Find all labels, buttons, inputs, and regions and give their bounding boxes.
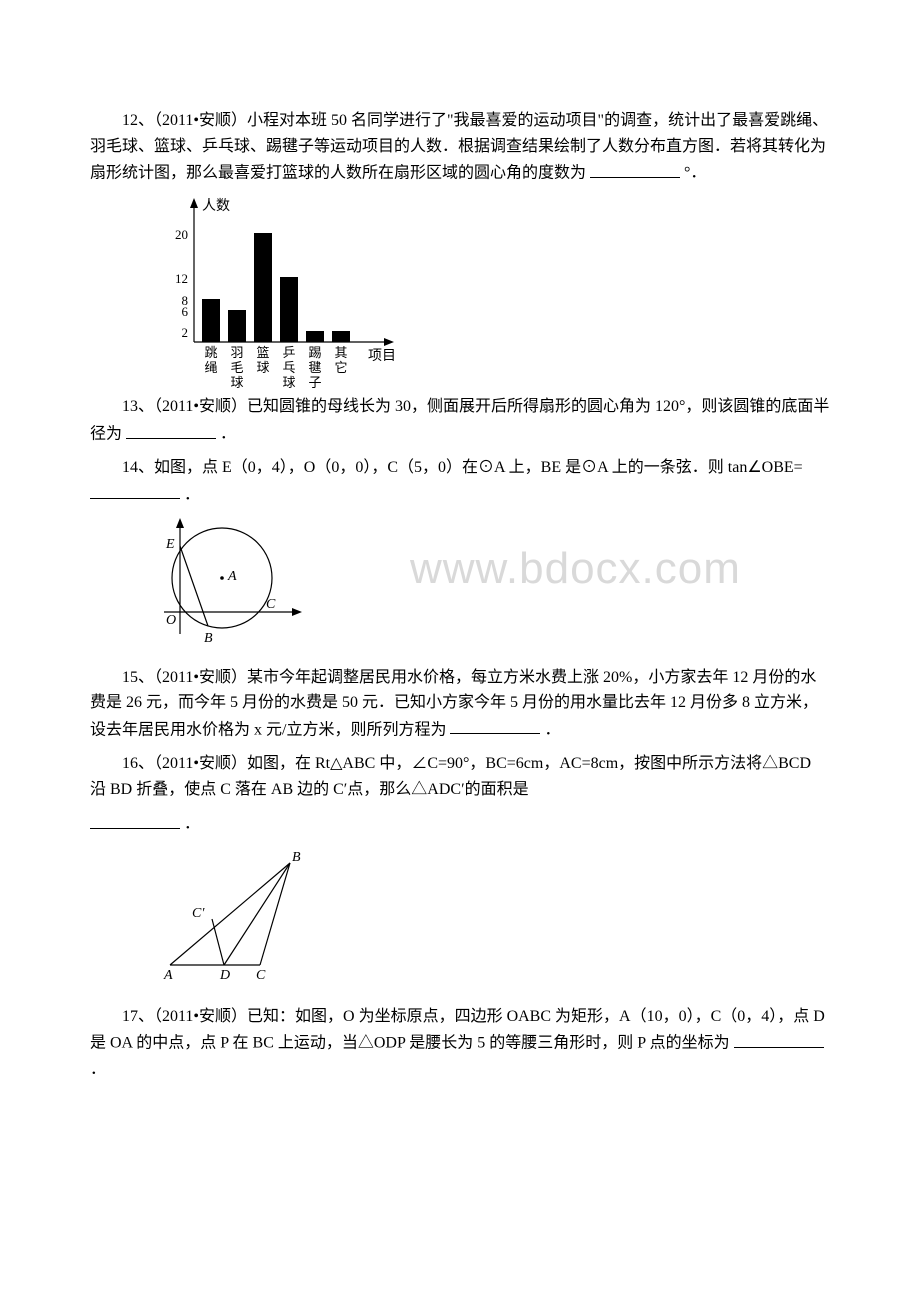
svg-text:C′: C′: [192, 906, 205, 921]
lbl-C: C: [266, 597, 276, 612]
bar: [228, 310, 246, 343]
bar: [254, 233, 272, 342]
y-tick: 12: [164, 269, 188, 290]
q12-chart: 人数 项目 2681220跳绳羽毛球篮球乒乓球踢毽子其它: [150, 194, 830, 384]
svg-text:D: D: [219, 968, 230, 983]
q16-blank: [90, 810, 180, 829]
y-tick: 8: [164, 291, 188, 312]
x-category: 乒乓球: [279, 346, 299, 391]
q14-blank: [90, 481, 180, 500]
q17-text-a: 17、（2011•安顺）已知：如图，O 为坐标原点，四边形 OABC 为矩形，A…: [90, 1008, 825, 1052]
lbl-B: B: [204, 631, 213, 646]
q14-svg: E A O B C: [150, 516, 320, 646]
q16-figure: A D C B C′: [150, 845, 830, 994]
x-category: 其它: [331, 346, 351, 376]
lbl-O: O: [166, 613, 176, 628]
q14-text-b: ．: [184, 486, 200, 503]
q16-text-a: 16、（2011•安顺）如图，在 Rt△ABC 中，∠C=90°，BC=6cm，…: [90, 755, 811, 798]
y-tick: 20: [164, 225, 188, 246]
bar: [280, 277, 298, 342]
q12-text-b: °．: [684, 165, 706, 182]
q15-blank: [450, 716, 540, 735]
svg-text:A: A: [163, 968, 173, 983]
bar: [332, 331, 350, 342]
q16-text-b: ．: [184, 816, 200, 833]
q14-text: 14、如图，点 E（0，4），O（0，0），C（5，0）在⊙A 上，BE 是⊙A…: [90, 455, 830, 508]
q12-blank: [590, 159, 680, 178]
q16-text: 16、（2011•安顺）如图，在 Rt△ABC 中，∠C=90°，BC=6cm，…: [90, 751, 830, 802]
x-category: 篮球: [253, 346, 273, 376]
svg-text:B: B: [292, 850, 301, 865]
q15-text: 15、（2011•安顺）某市今年起调整居民用水价格，每立方米水费上涨 20%，小…: [90, 665, 830, 743]
q14-text-a: 14、如图，点 E（0，4），O（0，0），C（5，0）在⊙A 上，BE 是⊙A…: [122, 459, 803, 476]
lbl-A: A: [227, 569, 237, 584]
q12-text: 12、（2011•安顺）小程对本班 50 名同学进行了"我最喜爱的运动项目"的调…: [90, 108, 830, 186]
svg-text:C: C: [256, 968, 266, 983]
q17-text: 17、（2011•安顺）已知：如图，O 为坐标原点，四边形 OABC 为矩形，A…: [90, 1004, 830, 1082]
q12-text-a: 12、（2011•安顺）小程对本班 50 名同学进行了"我最喜爱的运动项目"的调…: [90, 112, 828, 182]
q13-text-b: ．: [220, 426, 236, 443]
watermark-text: www.bdocx.com: [410, 534, 741, 604]
q13-blank: [126, 420, 216, 439]
bar: [202, 299, 220, 343]
q17-text-b: ．: [90, 1061, 106, 1078]
y-tick: 2: [164, 323, 188, 344]
x-category: 踢毽子: [305, 346, 325, 391]
x-category: 羽毛球: [227, 346, 247, 391]
q15-text-b: ．: [544, 721, 560, 738]
q16-svg: A D C B C′: [150, 845, 320, 985]
q17-blank: [734, 1029, 824, 1048]
q13-text: 13、（2011•安顺）已知圆锥的母线长为 30，侧面展开后所得扇形的圆心角为 …: [90, 394, 830, 447]
bar: [306, 331, 324, 342]
x-category: 跳绳: [201, 346, 221, 376]
q14-figure: www.bdocx.com E A O B C: [150, 516, 830, 655]
lbl-E: E: [165, 537, 175, 552]
y-axis-label: 人数: [202, 196, 230, 218]
x-axis-label: 项目: [368, 346, 396, 368]
